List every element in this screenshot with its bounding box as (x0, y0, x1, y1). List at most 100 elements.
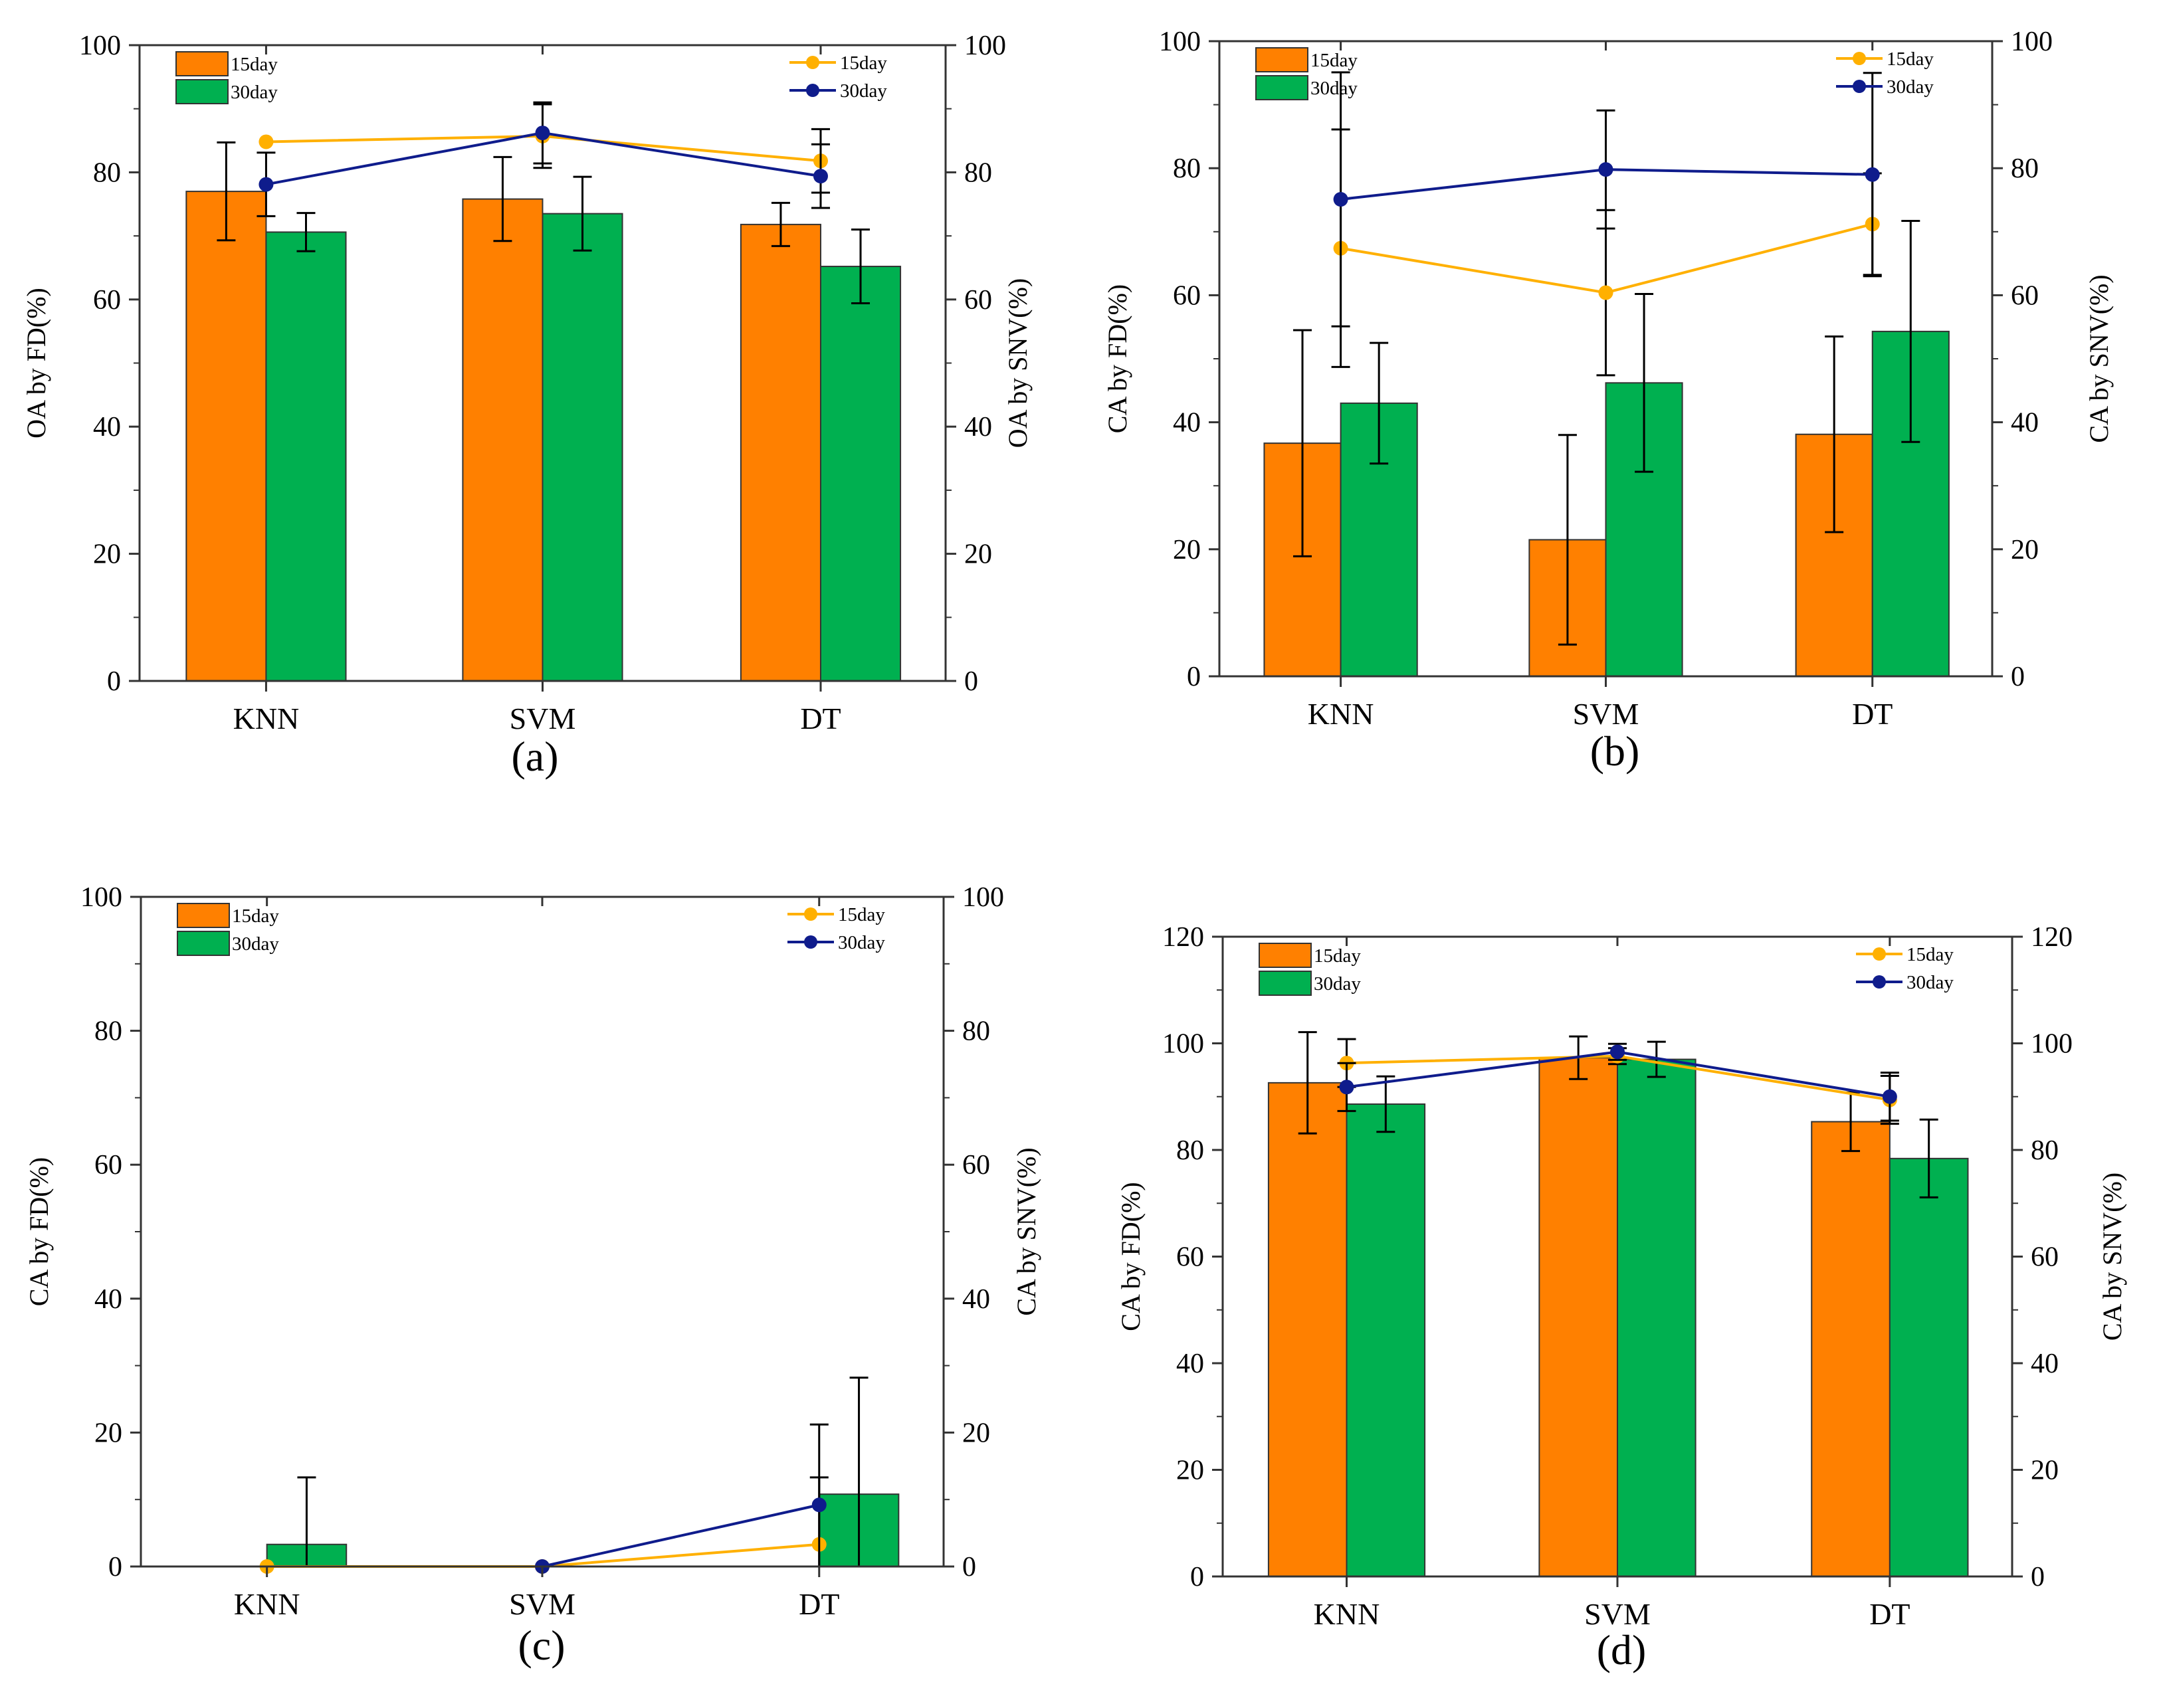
legend-bar-label: 15day (231, 54, 278, 75)
y-tick-label-right: 20 (2011, 535, 2039, 565)
legend-bar-swatch (1259, 971, 1312, 996)
x-tick-label: KNN (1308, 697, 1374, 731)
legend-line-marker (806, 84, 819, 97)
x-tick-label: SVM (509, 1587, 575, 1621)
y-tick-label-right: 100 (964, 31, 1006, 61)
bar-15day-DT (1811, 1121, 1891, 1577)
bar-30day-DT (819, 266, 902, 682)
legend-bar-swatch (177, 903, 230, 928)
legend-bar-swatch (175, 51, 229, 76)
y-tick-label-left: 40 (1176, 1349, 1204, 1379)
y-tick-label-left: 20 (1173, 535, 1201, 565)
legend-line-label: 30day (1887, 76, 1934, 98)
legend-bar-label: 30day (1310, 78, 1358, 99)
bar-15day-SVM (1538, 1057, 1618, 1577)
point-15day-SVM (1598, 285, 1613, 300)
line-30day (542, 1503, 820, 1568)
panel-caption: (a) (511, 733, 558, 780)
y-tick-label-left: 60 (93, 285, 121, 316)
panel-caption: (d) (1597, 1626, 1647, 1673)
panel-a: 0 0 20 20 40 40 60 60 80 80 100 100 KNN SVM DT OA by FD… (21, 31, 1033, 780)
point-30day-SVM (1598, 162, 1613, 177)
x-tick-label: DT (1869, 1597, 1910, 1631)
panel-caption: (b) (1590, 727, 1640, 775)
y-tick-label-right: 40 (962, 1284, 990, 1315)
y-tick-label-right: 0 (964, 666, 978, 697)
y-tick-label-left: 120 (1162, 922, 1204, 953)
legend-line-label: 15day (838, 904, 885, 925)
y-axis-label-left: CA by FD(%) (24, 1157, 54, 1306)
point-30day-SVM (535, 126, 550, 141)
legend-bar-swatch (177, 931, 230, 956)
y-tick-label-right: 0 (2031, 1562, 2045, 1592)
y-tick-label-left: 40 (93, 412, 121, 442)
panel-c: 0 0 20 20 40 40 60 60 80 80 100 100 KNN SVM DT CA by FD… (24, 882, 1041, 1669)
legend-line-label: 15day (1887, 48, 1934, 70)
point-30day-KNN (1333, 192, 1348, 207)
legend-bar-swatch (1255, 47, 1308, 72)
x-tick-label: SVM (1573, 697, 1639, 731)
y-tick-label-left: 0 (1190, 1562, 1204, 1592)
legend-line-marker (1873, 947, 1886, 961)
x-tick-label: KNN (233, 702, 300, 735)
y-axis-label-right: CA by SNV(%) (2097, 1173, 2127, 1341)
point-30day-SVM (1610, 1044, 1625, 1060)
panel-caption: (c) (518, 1622, 565, 1669)
y-tick-label-right: 40 (2031, 1349, 2059, 1379)
legend-line-marker (1853, 80, 1866, 93)
bar-30day-KNN (1346, 1103, 1426, 1577)
y-axis-label-right: CA by SNV(%) (1011, 1147, 1041, 1315)
panel-b: 0 0 20 20 40 40 60 60 80 80 100 100 KNN SVM DT CA by FD… (1102, 27, 2114, 775)
bar-30day-SVM (542, 213, 623, 682)
y-tick-label-left: 80 (1173, 153, 1201, 184)
panel-d: 0 0 20 20 40 40 60 60 80 80 100 100 120 120 KNN SVM DT CA… (1116, 922, 2127, 1673)
legend-line-marker (1873, 975, 1886, 989)
x-tick-label: KNN (234, 1587, 300, 1621)
y-axis-label-left: OA by FD(%) (21, 288, 51, 438)
x-tick-label: KNN (1314, 1597, 1380, 1631)
x-tick-label: DT (799, 1587, 839, 1621)
point-30day-KNN (1339, 1080, 1354, 1095)
y-tick-label-left: 0 (107, 666, 121, 697)
y-tick-label-left: 80 (94, 1016, 122, 1047)
legend-bar-label: 30day (231, 82, 278, 103)
y-tick-label-left: 40 (1173, 408, 1201, 438)
point-15day-KNN (258, 134, 274, 149)
y-tick-label-right: 0 (962, 1552, 976, 1582)
x-tick-label: DT (800, 702, 841, 735)
legend-line-marker (804, 907, 817, 921)
y-tick-label-left: 100 (1159, 27, 1201, 57)
y-tick-label-left: 60 (1173, 280, 1201, 311)
y-tick-label-left: 0 (1187, 662, 1201, 692)
y-tick-label-right: 100 (2031, 1029, 2073, 1060)
y-tick-label-right: 60 (962, 1150, 990, 1181)
legend-line-marker (804, 935, 817, 949)
bar-30day-SVM (1617, 1058, 1696, 1577)
y-tick-label-right: 120 (2031, 922, 2073, 953)
y-tick-label-right: 60 (2031, 1242, 2059, 1273)
y-tick-label-left: 100 (79, 31, 121, 61)
bar-15day-DT (740, 223, 821, 682)
y-tick-label-left: 80 (1176, 1135, 1204, 1166)
legend-line-label: 30day (1906, 972, 1954, 993)
legend-bar-swatch (1255, 75, 1308, 100)
legend-bar-label: 15day (232, 905, 279, 927)
y-tick-label-left: 40 (94, 1284, 122, 1315)
y-tick-label-right: 40 (2011, 408, 2039, 438)
point-30day-DT (1865, 167, 1880, 182)
y-tick-label-right: 20 (964, 539, 992, 570)
legend-bar-label: 15day (1314, 945, 1361, 967)
y-tick-label-right: 80 (962, 1016, 990, 1047)
y-tick-label-left: 100 (80, 882, 122, 913)
y-tick-label-right: 60 (964, 285, 992, 316)
legend-bar-label: 30day (232, 933, 279, 955)
y-tick-label-left: 20 (1176, 1456, 1204, 1486)
legend-line-marker (1853, 52, 1866, 65)
legend-bar-label: 30day (1314, 973, 1361, 995)
y-tick-label-right: 60 (2011, 280, 2039, 311)
x-tick-label: DT (1852, 697, 1893, 731)
point-30day-KNN (258, 177, 274, 192)
bar-30day-DT (1889, 1157, 1969, 1577)
y-tick-label-left: 80 (93, 157, 121, 188)
